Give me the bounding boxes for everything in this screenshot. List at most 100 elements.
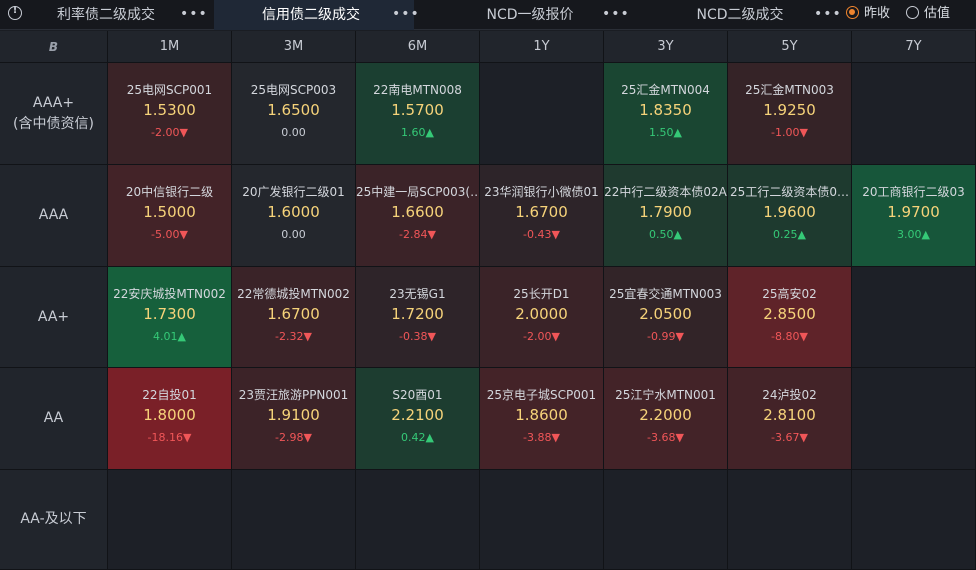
credit-bond-matrix: B 1M 3M 6M 1Y 3Y 5Y 7Y AAA+ (含中债资信) AAA …	[0, 31, 976, 570]
column-header-1y[interactable]: 1Y	[480, 31, 604, 63]
bond-cell[interactable]: 22安庆城投MTN002 1.7300 4.01▲	[108, 267, 232, 368]
bond-yield: 1.8350	[639, 101, 692, 119]
bond-yield: 1.8600	[515, 406, 568, 424]
column-header-3y[interactable]: 3Y	[604, 31, 728, 63]
bond-cell[interactable]: 25汇金MTN004 1.8350 1.50▲	[604, 63, 728, 165]
bond-change: -3.67▼	[771, 431, 808, 444]
bond-cell[interactable]: 22南电MTN008 1.5700 1.60▲	[356, 63, 480, 165]
bond-name: 24泸投02	[762, 388, 817, 402]
tab-more-icon[interactable]: •••	[392, 6, 420, 22]
bond-yield: 1.5700	[391, 101, 444, 119]
bond-cell[interactable]: 25电网SCP003 1.6500 0.00	[232, 63, 356, 165]
empty-cell	[604, 470, 728, 570]
bond-change: -2.98▼	[275, 431, 312, 444]
bond-change: 0.00	[281, 126, 306, 139]
bond-cell[interactable]: 20中信银行二级 1.5000 -5.00▼	[108, 165, 232, 267]
column-header-6m[interactable]: 6M	[356, 31, 480, 63]
bond-yield: 1.7200	[391, 305, 444, 323]
bond-name: 20广发银行二级01	[242, 185, 345, 199]
bond-cell[interactable]: 25汇金MTN003 1.9250 -1.00▼	[728, 63, 852, 165]
bond-cell[interactable]: 25高安02 2.8500 -8.80▼	[728, 267, 852, 368]
bond-cell[interactable]: 25京电子城SCP001 1.8600 -3.88▼	[480, 368, 604, 470]
empty-cell	[480, 63, 604, 165]
bond-change: 0.50▲	[649, 228, 682, 241]
bond-cell[interactable]: 25工行二级资本债0… 1.9600 0.25▲	[728, 165, 852, 267]
bond-cell[interactable]: 20广发银行二级01 1.6000 0.00	[232, 165, 356, 267]
bond-cell[interactable]: 25中建一局SCP003(… 1.6600 -2.84▼	[356, 165, 480, 267]
bond-cell[interactable]: 23无锡G1 1.7200 -0.38▼	[356, 267, 480, 368]
top-tab-bar: 利率债二级成交 ••• 信用债二级成交 ••• NCD一级报价 ••• NCD二…	[0, 0, 976, 30]
bond-yield: 1.6600	[391, 203, 444, 221]
bond-change: 0.42▲	[401, 431, 434, 444]
column-header-7y[interactable]: 7Y	[852, 31, 976, 63]
empty-cell	[232, 470, 356, 570]
bond-name: 20中信银行二级	[125, 185, 214, 199]
row-label-aa: AA	[0, 368, 108, 470]
empty-cell	[852, 63, 976, 165]
empty-cell	[728, 470, 852, 570]
bond-cell[interactable]: 25江宁水MTN001 2.2000 -3.68▼	[604, 368, 728, 470]
radio-valuation[interactable]	[906, 6, 919, 19]
bond-cell[interactable]: 20工商银行二级03 1.9700 3.00▲	[852, 165, 976, 267]
bond-change: -0.99▼	[647, 330, 684, 343]
bond-change: -2.32▼	[275, 330, 312, 343]
bond-change: -0.38▼	[399, 330, 436, 343]
bond-change: 0.25▲	[773, 228, 806, 241]
bond-cell[interactable]: 22常德城投MTN002 1.6700 -2.32▼	[232, 267, 356, 368]
tab-more-icon[interactable]: •••	[180, 6, 208, 22]
radio-valuation-label[interactable]: 估值	[924, 6, 951, 21]
bond-name: 25电网SCP001	[126, 83, 213, 97]
bond-name: 25工行二级资本债0…	[730, 185, 849, 199]
bond-change: 1.60▲	[401, 126, 434, 139]
column-header-3m[interactable]: 3M	[232, 31, 356, 63]
bond-name: 20工商银行二级03	[862, 185, 965, 199]
row-label-aa-minus-below: AA-及以下	[0, 470, 108, 570]
bond-name: 25汇金MTN003	[745, 83, 834, 97]
tab-credit-bond-secondary[interactable]: 信用债二级成交	[214, 0, 414, 30]
tab-more-icon[interactable]: •••	[602, 6, 630, 22]
bond-yield: 1.9100	[267, 406, 320, 424]
bond-name: 23贾汪旅游PPN001	[238, 388, 349, 402]
tab-ncd-secondary[interactable]: NCD二级成交	[696, 7, 784, 23]
bond-cell[interactable]: 22中行二级资本债02A 1.7900 0.50▲	[604, 165, 728, 267]
tab-more-icon[interactable]: •••	[814, 6, 842, 22]
bond-change: -5.00▼	[151, 228, 188, 241]
bond-name: 25高安02	[762, 287, 817, 301]
bond-name: 22中行二级资本债02A	[604, 185, 727, 199]
bond-change: 0.00	[281, 228, 306, 241]
bond-yield: 1.7300	[143, 305, 196, 323]
empty-cell	[356, 470, 480, 570]
info-icon[interactable]	[8, 5, 22, 20]
bond-cell[interactable]: 25宜春交通MTN003 2.0500 -0.99▼	[604, 267, 728, 368]
bond-cell[interactable]: 23贾汪旅游PPN001 1.9100 -2.98▼	[232, 368, 356, 470]
bond-name: 25电网SCP003	[250, 83, 337, 97]
tab-rate-bond-secondary[interactable]: 利率债二级成交	[57, 7, 155, 23]
radio-prev-close[interactable]	[846, 6, 859, 19]
column-header-5y[interactable]: 5Y	[728, 31, 852, 63]
bond-name: 22自投01	[142, 388, 197, 402]
bond-name: S20酉01	[392, 388, 443, 402]
bond-cell[interactable]: 25电网SCP001 1.5300 -2.00▼	[108, 63, 232, 165]
bond-name: 25长开D1	[513, 287, 570, 301]
bond-yield: 1.5000	[143, 203, 196, 221]
bond-yield: 1.9250	[763, 101, 816, 119]
bond-cell[interactable]: S20酉01 2.2100 0.42▲	[356, 368, 480, 470]
radio-prev-close-label[interactable]: 昨收	[864, 6, 891, 21]
column-header-1m[interactable]: 1M	[108, 31, 232, 63]
bond-cell[interactable]: 24泸投02 2.8100 -3.67▼	[728, 368, 852, 470]
tab-ncd-primary-quote[interactable]: NCD一级报价	[486, 7, 574, 23]
bond-yield: 1.7900	[639, 203, 692, 221]
bond-name: 25汇金MTN004	[621, 83, 710, 97]
bond-cell[interactable]: 22自投01 1.8000 -18.16▼	[108, 368, 232, 470]
empty-cell	[852, 267, 976, 368]
bond-name: 22常德城投MTN002	[237, 287, 350, 301]
row-label-aaa-plus: AAA+ (含中债资信)	[0, 63, 108, 165]
bond-name: 25中建一局SCP003(…	[356, 185, 479, 199]
bond-cell[interactable]: 23华润银行小微债01 1.6700 -0.43▼	[480, 165, 604, 267]
bond-yield: 2.0000	[515, 305, 568, 323]
bond-name: 22南电MTN008	[373, 83, 462, 97]
bond-name: 25宜春交通MTN003	[609, 287, 722, 301]
bond-yield: 1.6700	[267, 305, 320, 323]
bond-yield: 1.6500	[267, 101, 320, 119]
bond-cell[interactable]: 25长开D1 2.0000 -2.00▼	[480, 267, 604, 368]
